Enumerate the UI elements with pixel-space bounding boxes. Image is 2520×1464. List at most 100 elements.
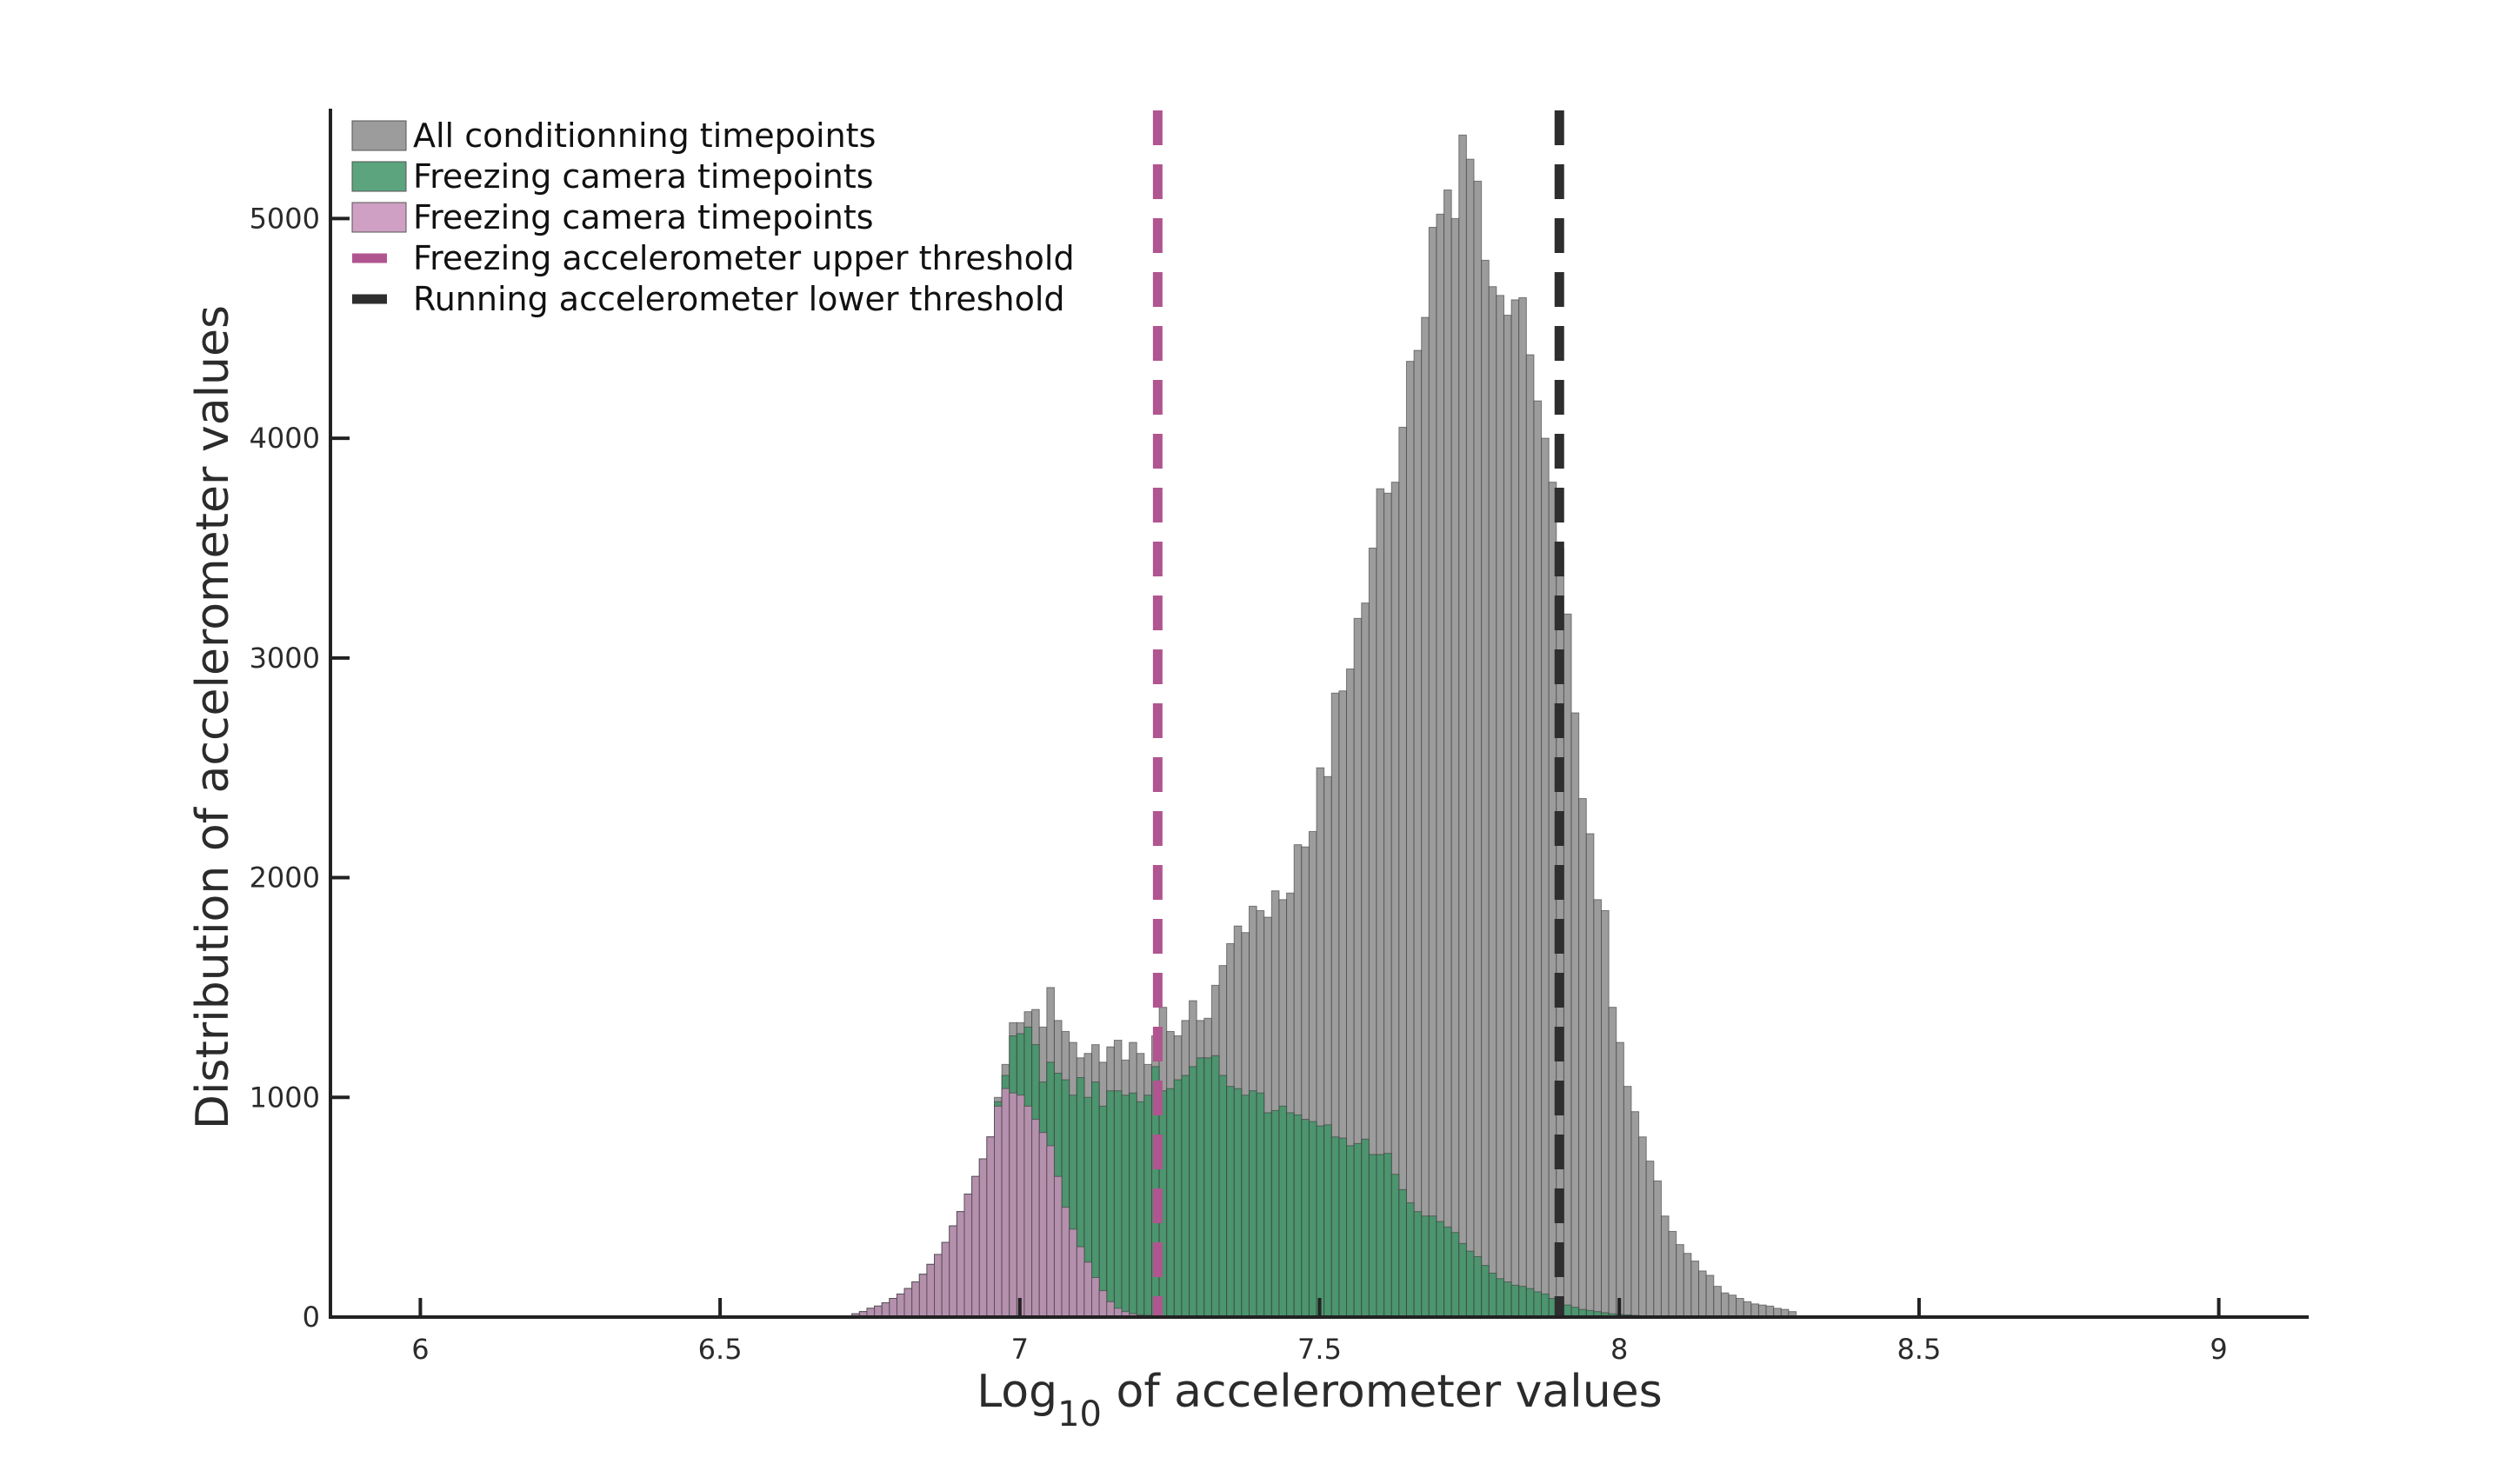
histogram-bar [963, 1193, 973, 1318]
histogram-bar [1405, 1202, 1415, 1318]
histogram-bar [1278, 1105, 1288, 1318]
histogram-bar [1473, 1256, 1483, 1318]
histogram-bar [1241, 1095, 1250, 1318]
histogram-bar [1533, 1291, 1543, 1318]
histogram-bar [1728, 1294, 1737, 1318]
histogram-bar [1533, 400, 1543, 1318]
histogram-bar [1263, 1112, 1272, 1318]
histogram-bar [1503, 1281, 1512, 1318]
histogram-bar [1690, 1261, 1700, 1318]
histogram-bar [1203, 1057, 1212, 1318]
histogram-bar [1541, 1293, 1550, 1318]
x-axis-title-subscript: 10 [1057, 1394, 1102, 1434]
histogram-bar [1496, 1278, 1504, 1318]
histogram-bar [949, 1225, 957, 1318]
histogram-bar [1383, 1153, 1392, 1318]
histogram-bar [1750, 1303, 1759, 1318]
histogram-bar [1106, 1090, 1115, 1318]
x-tick-label: 8 [1610, 1333, 1628, 1366]
histogram-bar [1623, 1086, 1632, 1318]
histogram-bar [1038, 1132, 1048, 1318]
histogram-bar [1361, 1138, 1370, 1318]
histogram-bar [1129, 1092, 1137, 1318]
x-axis-title-main: Log [977, 1366, 1057, 1418]
y-tick-label: 1000 [250, 1081, 320, 1114]
histogram-bar [1570, 712, 1580, 1318]
histogram-bar [1143, 1095, 1152, 1318]
histogram-bar [986, 1136, 996, 1318]
histogram-bar [1563, 613, 1572, 1318]
histogram-bar [1443, 1226, 1452, 1318]
histogram-bar [1757, 1304, 1767, 1318]
histogram-bar [1121, 1095, 1130, 1318]
histogram-bar [971, 1175, 980, 1318]
histogram-bar [1009, 1092, 1017, 1318]
histogram-bar [1330, 1136, 1340, 1318]
histogram-bar [1668, 1230, 1677, 1318]
histogram-bar [1436, 213, 1445, 1318]
histogram-bar [1338, 1137, 1348, 1318]
legend-label: Freezing camera timepoints [413, 198, 874, 236]
histogram-bar [1510, 1284, 1520, 1318]
histogram-bar [1593, 899, 1603, 1318]
histogram-bar [1316, 1125, 1325, 1318]
histogram-bar [1136, 1101, 1145, 1318]
histogram-bar [1743, 1301, 1752, 1318]
legend-item: Freezing camera timepoints [351, 198, 874, 236]
histogram-bar [1630, 1111, 1640, 1318]
histogram-bar [1525, 1288, 1535, 1318]
histogram-bar [911, 1281, 920, 1318]
histogram-bar [1563, 1304, 1572, 1318]
histogram-bar [1465, 1250, 1475, 1318]
histogram-bar [1270, 1109, 1280, 1318]
histogram-bar [1069, 1228, 1077, 1318]
legend-label: All conditionning timepoints [413, 116, 876, 155]
histogram-bar [1001, 1088, 1010, 1318]
histogram-bar [1098, 1290, 1108, 1318]
histogram-bar [1308, 1121, 1317, 1318]
histogram-bar [903, 1288, 913, 1318]
histogram-bar [1450, 1232, 1460, 1318]
histogram-bar [1196, 1057, 1205, 1318]
histogram-bar [1660, 1215, 1670, 1318]
histogram-bar [1496, 295, 1504, 1318]
histogram-bar [1450, 217, 1460, 1318]
histogram-bar [1413, 1211, 1423, 1318]
histogram-bar [1510, 299, 1520, 1318]
histogram-bar [1398, 1188, 1407, 1318]
legend-swatch [351, 161, 407, 192]
histogram-bar [1705, 1274, 1715, 1318]
histogram-bar [1645, 1161, 1655, 1318]
histogram-bar [941, 1241, 950, 1318]
legend-item: Freezing camera timepoints [351, 157, 874, 196]
histogram-bar [1736, 1298, 1744, 1318]
histogram-bar [1346, 1145, 1355, 1318]
x-axis-title-rest: of accelerometer values [1102, 1366, 1663, 1418]
histogram-bar [1616, 1041, 1624, 1318]
histogram-bar [1481, 259, 1490, 1318]
histogram-bar [1518, 1286, 1527, 1318]
legend-swatch [351, 202, 407, 233]
histogram-bar [1301, 1119, 1310, 1318]
histogram-bar [934, 1254, 943, 1318]
x-axis-title: Log10 of accelerometer values [977, 1366, 1663, 1434]
histogram-bar [1181, 1075, 1190, 1318]
histogram-bar [1488, 286, 1497, 1318]
histogram-bar [1091, 1277, 1100, 1318]
x-tick-label: 9 [2210, 1333, 2227, 1366]
histogram-bar [1016, 1095, 1025, 1318]
histogram-bar [1578, 798, 1587, 1318]
legend-label: Freezing accelerometer upper threshold [413, 239, 1075, 277]
histogram-bar [1683, 1253, 1692, 1318]
histogram-bar [1525, 354, 1535, 1318]
histogram-bar [1405, 361, 1415, 1318]
histogram-bar [896, 1293, 905, 1318]
legend-swatch [351, 120, 407, 151]
y-tick-label: 3000 [250, 642, 320, 675]
x-tick-label: 7 [1011, 1333, 1029, 1366]
histogram-bar [1676, 1244, 1684, 1318]
histogram-bar [1233, 1088, 1243, 1318]
